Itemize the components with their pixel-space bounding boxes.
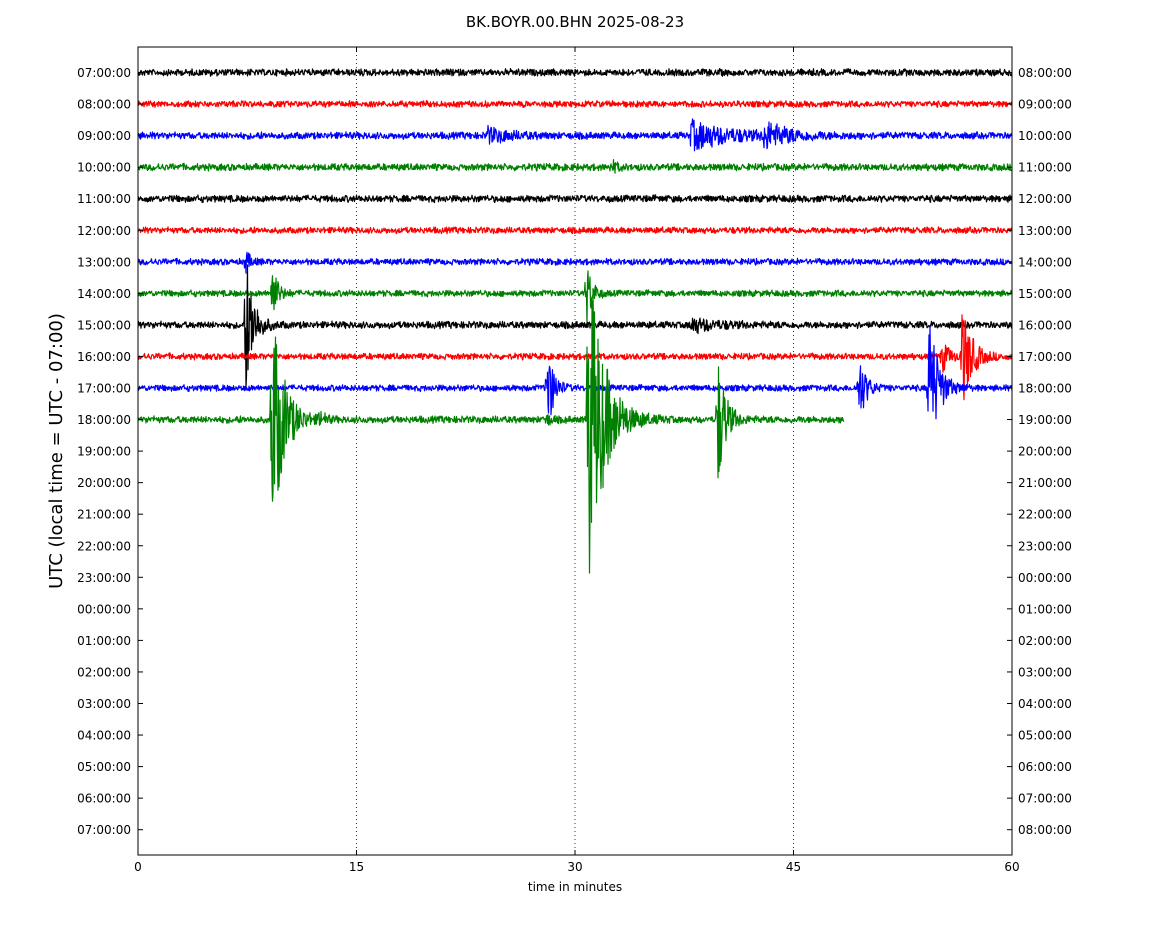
trace-row-6 — [137, 251, 1013, 274]
y-tick-label-left: 05:00:00 — [77, 760, 131, 774]
y-tick-label-left: 04:00:00 — [77, 729, 131, 743]
y-tick-label-right: 20:00:00 — [1018, 445, 1072, 459]
grid-lines — [356, 47, 794, 855]
y-tick-label-right: 13:00:00 — [1018, 224, 1072, 238]
y-tick-label-right: 17:00:00 — [1018, 350, 1072, 364]
y-tick-label-left: 16:00:00 — [77, 350, 131, 364]
y-tick-label-right: 00:00:00 — [1018, 571, 1072, 585]
y-tick-label-left: 08:00:00 — [77, 98, 131, 112]
y-tick-label-right: 06:00:00 — [1018, 760, 1072, 774]
y-tick-label-left: 15:00:00 — [77, 318, 131, 332]
y-tick-label-right: 08:00:00 — [1018, 66, 1072, 80]
x-tick-label: 60 — [1004, 860, 1019, 874]
y-tick-label-left: 19:00:00 — [77, 445, 131, 459]
y-tick-label-left: 07:00:00 — [77, 66, 131, 80]
y-tick-label-left: 18:00:00 — [77, 413, 131, 427]
y-tick-label-right: 19:00:00 — [1018, 413, 1072, 427]
x-tick-label: 0 — [134, 860, 142, 874]
axis-ticks: 0 15 30 45 60 07:00:00 08:00:00 09:00:00 10:00:0… — [77, 47, 1072, 874]
y-tick-label-left: 21:00:00 — [77, 508, 131, 522]
y-tick-label-right: 23:00:00 — [1018, 539, 1072, 553]
y-tick-label-right: 04:00:00 — [1018, 697, 1072, 711]
trace-row-2 — [137, 118, 1013, 152]
y-tick-label-left: 09:00:00 — [77, 129, 131, 143]
trace-row-11 — [137, 288, 845, 574]
x-tick-label: 45 — [786, 860, 801, 874]
y-tick-label-right: 14:00:00 — [1018, 255, 1072, 269]
y-tick-label-right: 18:00:00 — [1018, 382, 1072, 396]
y-tick-label-left: 22:00:00 — [77, 539, 131, 553]
y-tick-label-left: 06:00:00 — [77, 792, 131, 806]
y-tick-label-left: 01:00:00 — [77, 634, 131, 648]
chart-title: BK.BOYR.00.BHN 2025-08-23 — [466, 13, 684, 31]
y-tick-label-right: 07:00:00 — [1018, 792, 1072, 806]
x-tick-label: 15 — [349, 860, 364, 874]
trace-row-3 — [137, 158, 1013, 174]
y-tick-label-right: 22:00:00 — [1018, 508, 1072, 522]
y-tick-label-right: 09:00:00 — [1018, 98, 1072, 112]
trace-row-9 — [137, 314, 1013, 401]
traces — [137, 68, 1013, 574]
trace-row-10 — [137, 325, 1013, 420]
y-tick-label-right: 08:00:00 — [1018, 823, 1072, 837]
y-tick-label-right: 15:00:00 — [1018, 287, 1072, 301]
trace-row-8 — [137, 264, 1013, 388]
y-tick-label-left: 12:00:00 — [77, 224, 131, 238]
trace-row-0 — [137, 68, 1013, 77]
y-tick-label-left: 07:00:00 — [77, 823, 131, 837]
x-tick-label: 30 — [567, 860, 582, 874]
trace-row-4 — [137, 194, 1013, 204]
y-tick-label-left: 03:00:00 — [77, 697, 131, 711]
trace-row-5 — [137, 226, 1013, 235]
y-tick-label-right: 03:00:00 — [1018, 665, 1072, 679]
y-tick-label-right: 21:00:00 — [1018, 476, 1072, 490]
y-tick-label-right: 02:00:00 — [1018, 634, 1072, 648]
y-tick-label-left: 00:00:00 — [77, 602, 131, 616]
y-tick-label-right: 05:00:00 — [1018, 729, 1072, 743]
y-tick-label-left: 11:00:00 — [77, 192, 131, 206]
y-tick-label-right: 12:00:00 — [1018, 192, 1072, 206]
x-axis-label: time in minutes — [528, 880, 622, 894]
y-tick-label-left: 13:00:00 — [77, 255, 131, 269]
y-tick-label-left: 14:00:00 — [77, 287, 131, 301]
y-tick-label-left: 10:00:00 — [77, 161, 131, 175]
y-tick-label-left: 17:00:00 — [77, 382, 131, 396]
y-tick-label-right: 01:00:00 — [1018, 602, 1072, 616]
y-tick-label-left: 23:00:00 — [77, 571, 131, 585]
y-tick-label-left: 20:00:00 — [77, 476, 131, 490]
y-tick-label-right: 16:00:00 — [1018, 318, 1072, 332]
trace-row-1 — [137, 99, 1013, 109]
y-tick-label-right: 10:00:00 — [1018, 129, 1072, 143]
y-tick-label-right: 11:00:00 — [1018, 161, 1072, 175]
y-tick-label-left: 02:00:00 — [77, 665, 131, 679]
trace-row-7 — [137, 270, 1013, 327]
y-axis-label: UTC (local time = UTC - 07:00) — [46, 313, 67, 589]
